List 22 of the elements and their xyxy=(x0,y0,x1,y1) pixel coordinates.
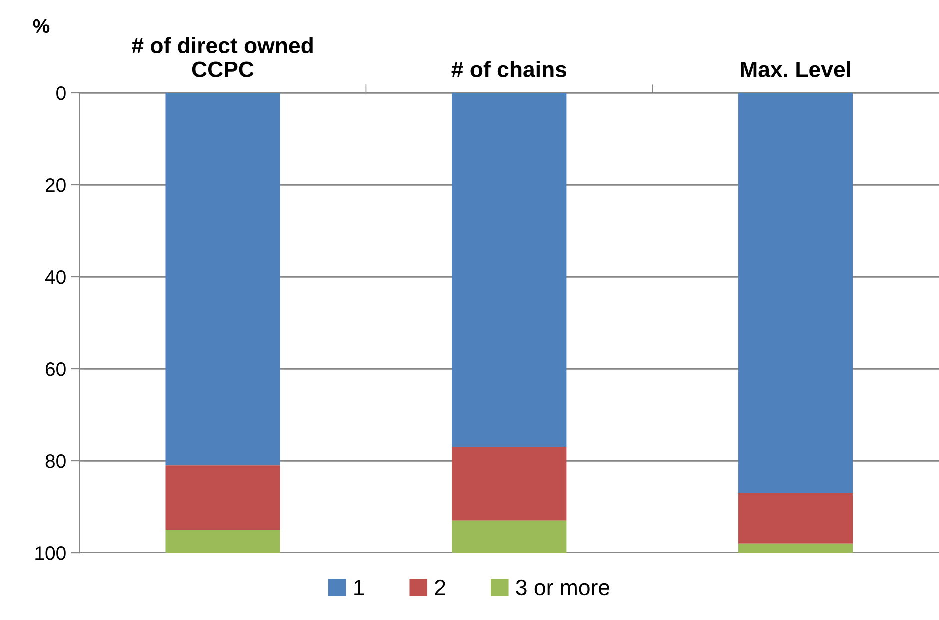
y-tick-label: 80 xyxy=(46,454,66,468)
y-axis-title: % xyxy=(33,19,50,34)
x-tick-label: Max. Level xyxy=(741,61,850,78)
x-tick-label: # of direct owned CCPC xyxy=(132,37,313,78)
y-tick-label: 40 xyxy=(45,270,66,284)
legend-label: 2 xyxy=(435,580,446,596)
bar xyxy=(452,93,567,448)
legend-label: 3 or more xyxy=(516,580,610,596)
bar xyxy=(738,93,854,494)
bar xyxy=(166,530,280,554)
bar xyxy=(452,447,567,521)
bar xyxy=(738,493,854,544)
y-tick-label: 20 xyxy=(46,178,66,192)
legend-label: 1 xyxy=(354,580,364,596)
bar xyxy=(166,466,280,530)
y-tick-label: 60 xyxy=(46,362,66,376)
y-tick-label: 100 xyxy=(36,546,66,560)
bar xyxy=(166,93,280,466)
bar xyxy=(452,520,567,554)
bar xyxy=(738,544,854,554)
x-tick-label: # of chains xyxy=(452,61,567,78)
y-tick-label: 0 xyxy=(56,86,66,100)
